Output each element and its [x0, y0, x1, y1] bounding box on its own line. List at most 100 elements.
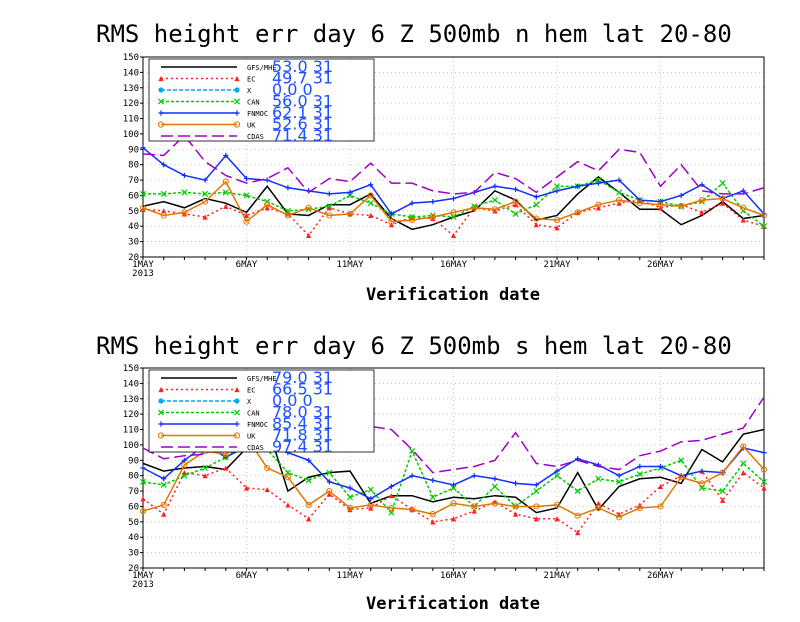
- data-point-fnmoc: [161, 476, 167, 482]
- data-point-fnmoc: [678, 192, 684, 199]
- data-point-can: [574, 488, 581, 495]
- data-point-uk: [429, 213, 436, 221]
- x-tick-label: 6MAY: [236, 260, 258, 270]
- data-point-can: [636, 471, 643, 478]
- legend-label: UK: [247, 433, 256, 441]
- series-line-uk: [142, 180, 765, 223]
- data-point-uk: [202, 198, 209, 205]
- data-point-fnmoc: [657, 463, 664, 470]
- data-point-uk: [657, 201, 664, 208]
- data-point-can: [346, 494, 354, 501]
- data-point-fnmoc: [761, 450, 767, 456]
- data-point-fnmoc: [595, 180, 601, 186]
- data-point-uk: [139, 507, 147, 515]
- data-point-fnmoc: [243, 175, 250, 182]
- legend-marker: [233, 121, 241, 128]
- data-point-uk: [512, 503, 519, 510]
- data-point-uk: [305, 204, 312, 211]
- legend-marker: [157, 98, 165, 105]
- data-point-fnmoc: [430, 199, 436, 205]
- x-tick-label: 26MAY: [647, 571, 675, 581]
- data-point-ec: [492, 208, 498, 214]
- legend-value: 79.0 31: [272, 368, 333, 387]
- data-point-ec: [306, 516, 312, 522]
- data-point-uk: [388, 504, 395, 512]
- legend-value: 52.6 31: [272, 115, 333, 134]
- data-point-uk: [636, 504, 643, 512]
- data-point-uk: [326, 212, 333, 219]
- data-point-fnmoc: [699, 182, 705, 188]
- data-point-ec: [368, 212, 374, 219]
- data-point-can: [533, 488, 540, 495]
- data-point-fnmoc: [140, 145, 146, 151]
- legend-value: 49.7 31: [272, 69, 333, 88]
- data-point-can: [139, 478, 147, 485]
- y-tick-label: 140: [123, 68, 139, 78]
- x-axis-label: Verification date: [366, 594, 540, 614]
- data-point-ec: [326, 205, 332, 211]
- data-point-can: [595, 177, 602, 184]
- x-tick-label: 26MAY: [647, 260, 675, 270]
- data-point-can: [139, 190, 147, 197]
- data-point-ec: [720, 497, 726, 503]
- data-point-uk: [616, 514, 623, 521]
- data-point-ec: [575, 530, 581, 536]
- legend-value: 85.4 31: [272, 414, 333, 433]
- data-point-ec: [554, 225, 560, 231]
- y-tick-label: 130: [123, 84, 139, 94]
- data-point-can: [326, 469, 333, 476]
- y-tick-label: 70: [128, 176, 139, 186]
- data-point-fnmoc: [409, 200, 415, 206]
- data-point-uk: [698, 196, 706, 204]
- x-tick-label: 11MAY: [336, 571, 364, 581]
- legend-marker: [157, 121, 165, 128]
- data-point-uk: [181, 461, 188, 469]
- data-point-ec: [657, 483, 664, 490]
- data-point-fnmoc: [492, 183, 498, 189]
- data-point-uk: [409, 506, 416, 513]
- chart-title: RMS height err day 6 Z 500mb s hem lat 2…: [96, 332, 732, 360]
- legend-label: FNMOC: [247, 110, 268, 118]
- data-point-ec: [264, 486, 270, 493]
- data-point-can: [740, 460, 747, 467]
- legend-marker: [158, 386, 164, 393]
- legend-value: 53.0 31: [272, 57, 333, 76]
- legend-marker: [158, 110, 164, 116]
- data-point-can: [367, 200, 374, 207]
- data-point-fnmoc: [554, 468, 560, 474]
- data-point-fnmoc: [616, 177, 622, 183]
- legend-marker: [234, 398, 240, 404]
- y-tick-label: 80: [128, 472, 139, 482]
- data-point-can: [346, 192, 354, 199]
- data-point-uk: [450, 209, 457, 216]
- y-tick-label: 50: [128, 518, 139, 528]
- data-point-ec: [513, 511, 519, 517]
- data-point-can: [719, 488, 726, 495]
- data-point-fnmoc: [616, 473, 622, 479]
- legend-value: 0.0 0: [272, 80, 313, 99]
- legend-value: 62.1 31: [272, 103, 333, 122]
- legend-label: GFS/MHE: [247, 64, 277, 72]
- data-point-ec: [140, 206, 146, 212]
- data-point-can: [553, 472, 561, 479]
- data-point-uk: [367, 192, 374, 199]
- data-point-fnmoc: [306, 457, 312, 463]
- data-point-fnmoc: [637, 463, 643, 470]
- legend-marker: [158, 87, 164, 93]
- data-point-can: [181, 189, 188, 196]
- y-tick-label: 100: [123, 441, 139, 451]
- legend-label: CDAS: [247, 133, 264, 141]
- data-point-uk: [264, 201, 271, 208]
- data-point-fnmoc: [326, 479, 332, 485]
- data-point-fnmoc: [223, 152, 229, 159]
- legend-label: X: [247, 398, 252, 406]
- data-point-can: [616, 189, 623, 196]
- legend-marker: [158, 421, 164, 427]
- data-point-uk: [471, 503, 478, 510]
- data-point-uk: [760, 212, 768, 219]
- data-point-can: [491, 197, 498, 204]
- data-point-can: [409, 448, 416, 455]
- y-tick-label: 90: [128, 145, 139, 155]
- legend-marker: [157, 432, 165, 439]
